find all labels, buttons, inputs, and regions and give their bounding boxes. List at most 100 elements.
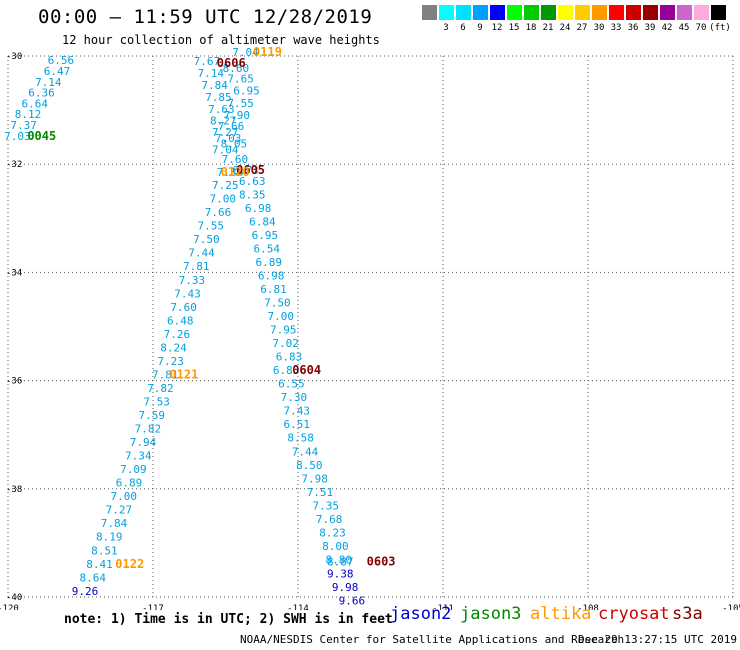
wave-height-value: 8.58 xyxy=(287,432,314,445)
wave-height-value: 6.98 xyxy=(245,202,271,215)
wave-height-value: 7.59 xyxy=(139,409,166,422)
wave-height-value: 7.55 xyxy=(227,97,254,110)
wave-height-value: 7.44 xyxy=(188,247,215,260)
color-bin-swatch xyxy=(575,5,590,20)
wave-height-value: 6.51 xyxy=(284,418,311,431)
chart-title: 00:00 – 11:59 UTC 12/28/2019 xyxy=(38,6,373,28)
wave-height-value: 7.51 xyxy=(307,486,334,499)
pass-time-label: 0119 xyxy=(253,45,282,59)
wave-height-value: 7.23 xyxy=(157,355,184,368)
wave-height-value: 6.89 xyxy=(116,477,142,490)
wave-height-value: 6.95 xyxy=(252,229,279,242)
wave-height-value: 7.04 xyxy=(232,46,259,59)
longitude-tick-label: -114 xyxy=(287,604,309,610)
legend-entry-cryosat: cryosat xyxy=(598,604,670,624)
wave-height-value: 7.55 xyxy=(197,220,224,233)
wave-height-value: 6.89 xyxy=(255,256,282,269)
wave-height-value: 8.41 xyxy=(86,558,113,571)
wave-height-value: 7.60 xyxy=(222,153,249,166)
color-bin-swatch xyxy=(643,5,658,20)
wave-height-value: 8.50 xyxy=(296,459,323,472)
wave-height-value: 8.60 xyxy=(223,62,250,75)
wave-height-value: 7.33 xyxy=(179,274,206,287)
color-bin-swatch xyxy=(541,5,556,20)
wave-height-value: 7.66 xyxy=(205,206,232,219)
wave-height-value: 7.03 xyxy=(215,132,242,145)
wave-height-value: 7.00 xyxy=(268,310,295,323)
wave-height-value: 7.90 xyxy=(224,109,251,122)
wave-height-value: 7.84 xyxy=(201,79,228,92)
wave-height-value: 7.81 xyxy=(152,368,179,381)
latitude-tick-label: -36 xyxy=(6,377,22,387)
wave-height-value: 6.48 xyxy=(167,314,194,327)
wave-height-value: 7.63 xyxy=(208,103,235,116)
wave-height-value: 7.84 xyxy=(101,517,128,530)
wave-height-value: 6.55 xyxy=(278,378,305,391)
wave-height-value: 7.50 xyxy=(193,233,220,246)
longitude-tick-label: -120 xyxy=(0,604,19,610)
color-bin-swatch xyxy=(660,5,675,20)
color-bin-label: 21 xyxy=(542,23,554,33)
legend-entry-jason2: jason2 xyxy=(390,604,452,624)
color-bin-label: 15 xyxy=(508,23,520,33)
color-bin-label: 42 xyxy=(661,23,673,33)
wave-height-value: 7.94 xyxy=(130,436,157,449)
legend-entry-s3a: s3a xyxy=(672,604,703,624)
color-bin-label: 6 xyxy=(460,23,466,33)
wave-height-value: 7.65 xyxy=(227,73,254,86)
legend-entry-altika: altika xyxy=(530,604,592,624)
color-bin-swatch xyxy=(677,5,692,20)
chart-subtitle: 12 hour collection of altimeter wave hei… xyxy=(62,33,380,47)
color-bin-label: 18 xyxy=(525,23,537,33)
color-bin-swatch xyxy=(490,5,505,20)
longitude-tick-label: -111 xyxy=(432,604,454,610)
color-bin-label: 12 xyxy=(491,23,503,33)
wave-height-value: 8.24 xyxy=(160,341,187,354)
credit-text: NOAA/NESDIS Center for Satellite Applica… xyxy=(240,633,625,646)
longitude-tick-label: -105 xyxy=(722,604,740,610)
wave-height-value: 7.66 xyxy=(218,120,245,133)
generation-timestamp: Dec 29 13:27:15 UTC 2019 xyxy=(578,633,737,646)
wave-height-value: 6.73 xyxy=(232,164,259,177)
wave-height-value: 7.00 xyxy=(210,193,237,206)
color-bin-label: 70 xyxy=(695,23,707,33)
pass-time-label: 0120 xyxy=(221,165,250,179)
wave-height-value: 8.35 xyxy=(239,188,265,201)
latitude-tick-label: -38 xyxy=(6,485,22,495)
pass-time-label: 0045 xyxy=(27,129,56,143)
wave-height-value: 7.81 xyxy=(183,260,210,273)
wave-height-value: 6.95 xyxy=(233,84,260,97)
wave-height-value: 7.38 xyxy=(217,166,244,179)
color-bin-swatch xyxy=(507,5,522,20)
wave-height-value: 8.51 xyxy=(91,544,118,557)
wave-height-value: 6.47 xyxy=(44,65,70,78)
wave-height-value: 7.26 xyxy=(164,328,191,341)
wave-height-value: 7.00 xyxy=(110,490,137,503)
footer-note: note: 1) Time is in UTC; 2) SWH is in fe… xyxy=(64,612,393,627)
wave-height-value: 7.09 xyxy=(120,463,147,476)
latitude-tick-label: -32 xyxy=(6,160,22,170)
color-bin-swatch xyxy=(558,5,573,20)
wave-height-value: 7.37 xyxy=(10,119,37,132)
color-bin-swatch xyxy=(694,5,709,20)
legend-entry-jason3: jason3 xyxy=(460,604,522,624)
color-bin-label: 36 xyxy=(627,23,639,33)
wave-height-value: 7.02 xyxy=(272,337,299,350)
wave-height-value: 7.44 xyxy=(292,445,319,458)
wave-height-value: 7.25 xyxy=(212,179,239,192)
wave-height-value: 6.56 xyxy=(48,54,74,67)
color-bin-swatch xyxy=(456,5,471,20)
pass-time-label: 0122 xyxy=(115,557,144,571)
pass-time-label: 0121 xyxy=(169,367,198,381)
wave-height-value: 7.82 xyxy=(147,382,174,395)
wave-height-value: 9.98 xyxy=(332,581,359,594)
color-bin-label: 39 xyxy=(644,23,656,33)
longitude-tick-label: -108 xyxy=(577,604,599,610)
color-scale-unit: (ft) xyxy=(709,23,731,33)
wave-height-value: 7.95 xyxy=(270,324,297,337)
color-bin-label: 27 xyxy=(576,23,588,33)
color-bin-label: 3 xyxy=(443,23,449,33)
wave-height-value: 7.27 xyxy=(212,126,239,139)
longitude-tick-label: -117 xyxy=(142,604,164,610)
wave-height-value: 7.34 xyxy=(125,450,152,463)
